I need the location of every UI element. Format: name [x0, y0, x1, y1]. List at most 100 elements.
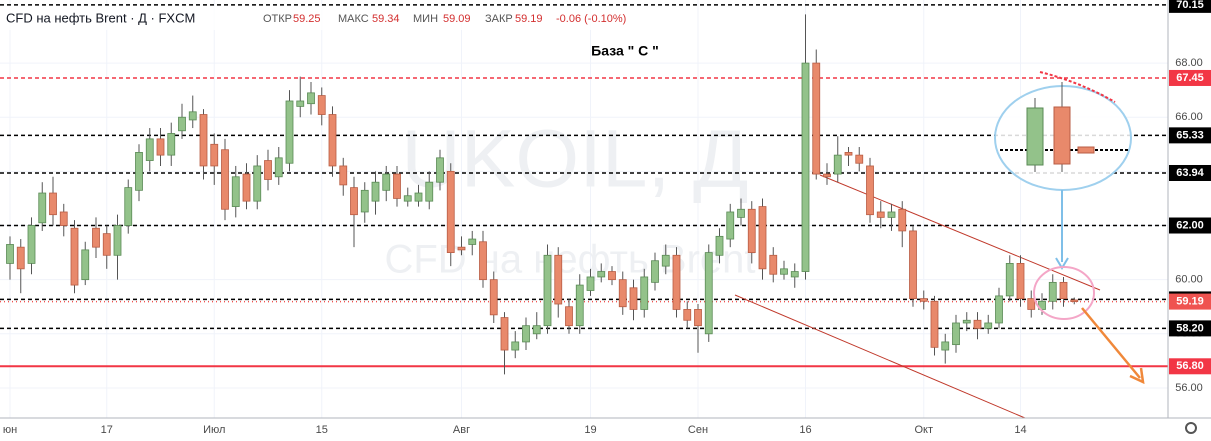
price-label: 65.33 [1176, 129, 1204, 141]
price-label: 56.80 [1176, 360, 1204, 372]
candle-body [661, 254, 670, 267]
candle-body [145, 138, 154, 161]
highlight-circle [1033, 266, 1095, 320]
candle-body [726, 211, 735, 240]
zoom-candle [1077, 146, 1095, 154]
settings-button[interactable] [1185, 422, 1197, 434]
zoom-level-curve [1039, 71, 1116, 103]
candle-body [307, 92, 315, 105]
candle-body [49, 192, 57, 216]
candle-body [446, 170, 455, 253]
candle-body [995, 295, 1003, 324]
candle-body [715, 235, 724, 256]
candle-body [962, 319, 971, 324]
price-label-box [1169, 127, 1211, 144]
candle-body [823, 173, 831, 178]
annotation: База " С " [591, 43, 659, 59]
x-tick-label: 17 [101, 424, 113, 436]
price-label: 63.94 [1176, 167, 1204, 179]
price-label: 58.20 [1176, 322, 1204, 334]
candle-body [382, 173, 391, 191]
candle-body [360, 189, 369, 213]
candle-body [253, 165, 262, 202]
candle-body [876, 211, 885, 218]
price-label-box [1169, 293, 1211, 310]
candle-body [812, 62, 821, 175]
close-label: ЗАКР [485, 13, 513, 25]
candle-body [683, 309, 692, 321]
y-tick-label: 60.00 [1175, 274, 1203, 286]
change: -0.06 (-0.10%) [556, 13, 626, 25]
candle-body [328, 114, 337, 167]
candle-body [941, 341, 950, 351]
candle-body [651, 260, 659, 283]
watermark-symbol: UKOIL, Д [401, 114, 748, 205]
candle-body [511, 341, 520, 351]
x-tick-label: 15 [316, 424, 328, 436]
candle-body [242, 173, 251, 202]
candle-body [102, 233, 111, 256]
candle-body [758, 206, 767, 270]
candle-body [984, 322, 993, 329]
candle-body [1059, 281, 1068, 300]
candle-body [704, 252, 713, 335]
drawings [734, 174, 1101, 419]
candle-body [393, 173, 401, 199]
candle-body [178, 116, 186, 132]
candle-body [640, 276, 649, 310]
candle-body [790, 271, 799, 278]
candles [6, 14, 1079, 375]
candle-body [285, 100, 294, 164]
x-tick-label: 19 [584, 424, 596, 436]
price-label-box [1169, 217, 1211, 234]
candle-body [522, 325, 530, 343]
high-label: МАКС [338, 13, 369, 25]
legend: CFD на нефть Brent · Д · FXCM ОТКР 59.25… [0, 6, 650, 30]
settings-icon[interactable] [1185, 422, 1197, 434]
candle-body [350, 187, 358, 216]
candle-body [70, 227, 79, 286]
candle-body [844, 152, 853, 156]
watermark-description: CFD на нефть Brent [384, 238, 755, 282]
candle-body [167, 133, 176, 156]
candle-body [317, 95, 326, 115]
axis-labels: 56.0058.0060.0062.0064.0066.0068.0070.15… [1169, 0, 1211, 394]
candle-body [780, 268, 788, 275]
candle-body [479, 241, 487, 281]
x-tick-label: Июл [203, 424, 225, 436]
candle-body [500, 317, 509, 351]
x-tick-label: Сен [688, 424, 708, 436]
y-tick-label: 56.00 [1175, 382, 1203, 394]
candle-body [371, 181, 380, 202]
open-value: 59.25 [293, 13, 321, 25]
candle-body [747, 208, 756, 253]
candle-body [436, 157, 444, 183]
x-tick-label: юн [3, 424, 17, 436]
candle-body [1016, 263, 1025, 300]
candle-body [543, 254, 552, 327]
candle-body [38, 192, 47, 224]
candle-body [1048, 281, 1057, 302]
candle-body [296, 100, 305, 107]
price-label: 62.00 [1176, 219, 1204, 231]
candle-body [973, 319, 982, 329]
candle-body [909, 230, 917, 300]
candle-body [532, 325, 541, 335]
candle-body [1027, 298, 1036, 310]
time-labels: юн 17 Июл 15 Авг 19 Сен 16 Окт 14 [3, 424, 1027, 436]
candle-body [919, 298, 928, 302]
candle-body [629, 287, 638, 310]
price-lines [0, 4, 1168, 368]
candle-body [221, 149, 229, 210]
candle-body [737, 208, 745, 218]
candle-body [898, 208, 907, 232]
drawings-top: База " С " [591, 43, 1145, 385]
candle-body [618, 279, 627, 308]
candle-body [27, 225, 36, 264]
low-label: МИН [413, 13, 438, 25]
candle-body [575, 284, 584, 327]
candle-body [135, 152, 143, 191]
candle-body [231, 176, 240, 207]
arrow [1081, 307, 1141, 379]
candle-body [156, 138, 165, 156]
